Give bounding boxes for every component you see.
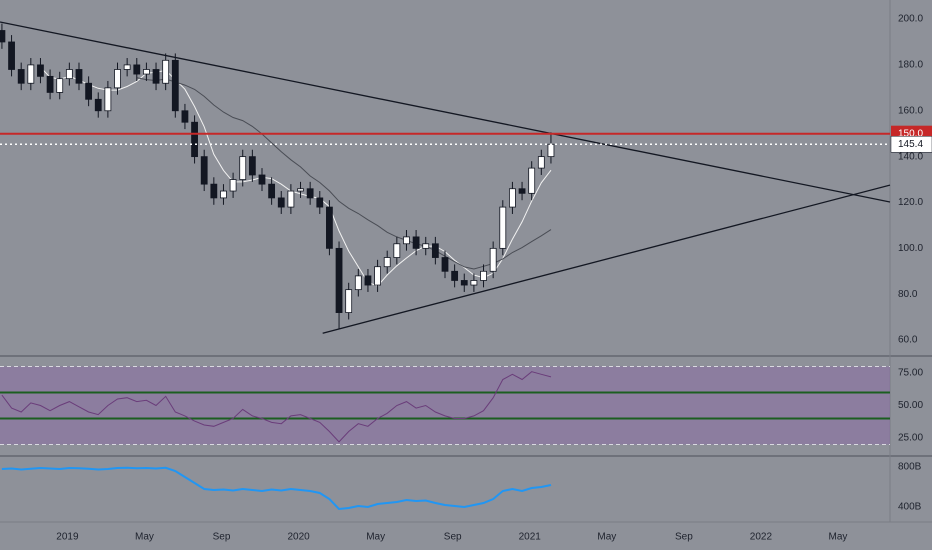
candle-body [287, 190, 295, 208]
candle-body [518, 188, 526, 194]
x-tick-label: Sep [675, 532, 693, 543]
candle-body [229, 179, 237, 192]
candle-body [75, 69, 83, 84]
candle-body [27, 64, 35, 84]
candle-body [393, 243, 401, 258]
x-tick-label: 2019 [56, 532, 79, 543]
candle-body [489, 247, 497, 272]
moving-average [136, 77, 552, 270]
x-tick-label: 2022 [750, 532, 773, 543]
candle-body [171, 59, 179, 112]
candle-body [306, 188, 314, 199]
candle-body [191, 121, 198, 158]
candle-body [316, 197, 324, 208]
y-tick-label: 120.0 [898, 197, 923, 208]
candle-body [8, 41, 15, 70]
candle-body [374, 266, 381, 286]
candle-body [210, 183, 218, 199]
candle-body [528, 167, 536, 194]
price-label: 145.4 [898, 139, 923, 150]
rsi-band [0, 366, 890, 445]
candle-body [181, 110, 189, 123]
y-tick-label: 80.0 [898, 289, 918, 300]
candle-body [94, 98, 102, 112]
price-label-box [890, 135, 932, 153]
candle-body [364, 275, 372, 286]
x-tick-label: 2020 [287, 532, 310, 543]
candle-body [470, 280, 478, 286]
trendline [0, 21, 891, 203]
candle-body [123, 64, 131, 70]
indicator-line [1, 371, 552, 443]
candle-body [114, 69, 121, 89]
candle-body [480, 270, 487, 281]
candle-body [37, 64, 44, 77]
candle-body [431, 243, 439, 258]
y-tick-label: 200.0 [898, 14, 923, 25]
y-tick-label: 75.00 [898, 368, 923, 379]
candle-body [451, 270, 459, 281]
candle-body [104, 87, 112, 112]
y-tick-label: 160.0 [898, 105, 923, 116]
candle-body [335, 247, 343, 313]
y-tick-label: 140.0 [898, 151, 923, 162]
moving-average [40, 66, 552, 287]
candle-body [56, 78, 64, 93]
candle-body [345, 289, 353, 313]
candle-body [220, 190, 227, 199]
x-tick-label: May [829, 532, 848, 543]
candle-body [547, 143, 555, 158]
y-tick-label: 25.00 [898, 433, 923, 444]
y-tick-label: 60.0 [898, 335, 918, 346]
candle-body [537, 156, 545, 169]
y-tick-label: 100.0 [898, 243, 923, 254]
x-tick-label: May [366, 532, 385, 543]
candle-body [85, 82, 93, 100]
candle-body [17, 69, 25, 84]
trendline [322, 184, 891, 334]
candle-body [0, 30, 6, 43]
candle-body [441, 257, 449, 272]
candle-body [152, 69, 160, 84]
candle-body [383, 257, 391, 268]
candle-body [403, 236, 410, 245]
candle-body [354, 275, 362, 291]
y-tick-label: 180.0 [898, 60, 923, 71]
candle-body [143, 69, 150, 75]
candle-body [460, 280, 468, 286]
candle-body [65, 69, 73, 80]
candle-body [277, 197, 285, 208]
x-tick-label: Sep [444, 532, 462, 543]
candle-body [200, 156, 208, 185]
candle-body [412, 236, 420, 249]
indicator-line [1, 466, 552, 511]
y-tick-label: 400B [898, 502, 922, 513]
candle-body [133, 64, 141, 75]
candle-body [326, 206, 333, 249]
x-tick-label: May [597, 532, 616, 543]
candle-body [46, 75, 54, 93]
candle-body [258, 174, 266, 185]
candle-body [297, 188, 304, 192]
candle-body [422, 243, 430, 249]
y-tick-label: 50.00 [898, 400, 923, 411]
candle-body [499, 206, 507, 249]
candle-body [162, 59, 170, 84]
candle-body [268, 183, 276, 199]
x-tick-label: 2021 [519, 532, 542, 543]
candle-body [509, 188, 516, 208]
candle-body [239, 156, 247, 180]
y-tick-label: 800B [898, 462, 922, 473]
candle-body [248, 156, 256, 176]
x-tick-label: Sep [213, 532, 231, 543]
price-label: 150.0 [898, 128, 923, 139]
x-tick-label: May [135, 532, 154, 543]
